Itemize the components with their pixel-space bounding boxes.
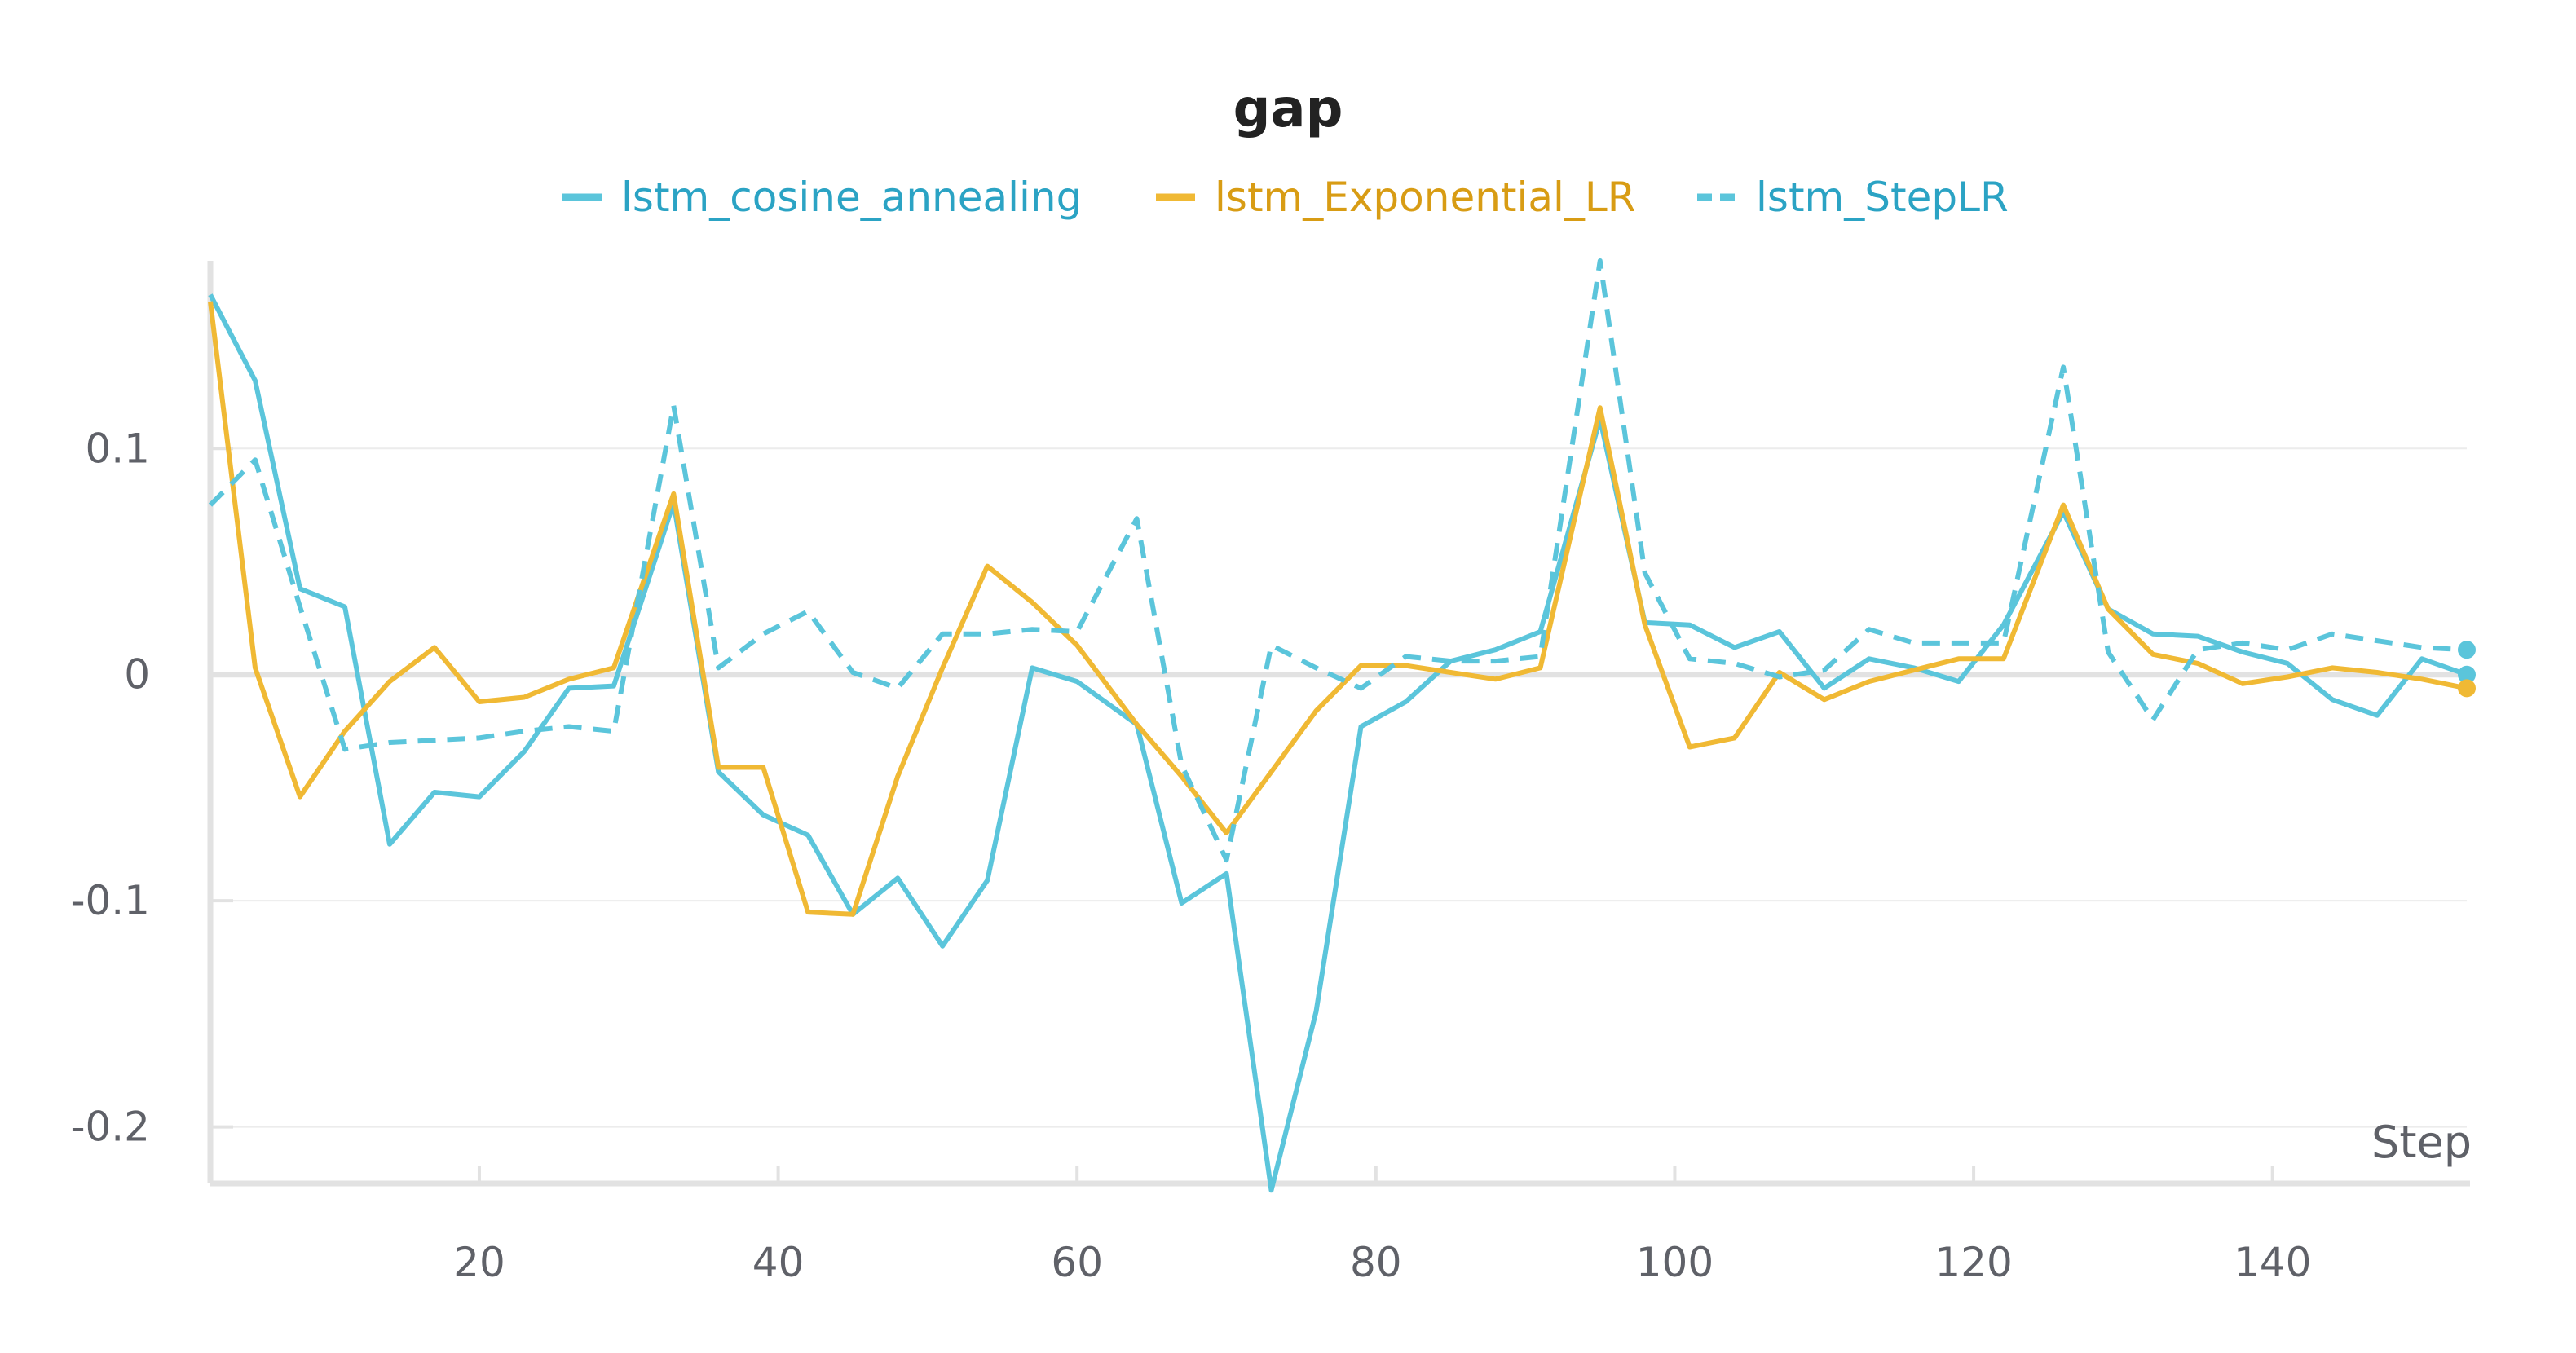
y-tick-label: -0.1 xyxy=(70,877,150,924)
series-end-marker xyxy=(2458,641,2476,659)
x-tick-label: 60 xyxy=(1051,1239,1103,1286)
legend-item[interactable]: lstm_Exponential_LR xyxy=(1156,174,1636,221)
series-layer xyxy=(208,258,2476,1193)
x-tick-label: 80 xyxy=(1350,1239,1402,1286)
x-axis-label: Step xyxy=(2371,1117,2472,1168)
legend-item[interactable]: lstm_StepLR xyxy=(1697,174,2009,221)
axes xyxy=(207,261,2470,1187)
x-tick-label: 140 xyxy=(2234,1239,2311,1286)
series-line-lstm_Exponential_LR xyxy=(208,301,2468,917)
grid xyxy=(210,447,2467,1128)
series-end-marker xyxy=(2458,679,2476,698)
x-tick-label: 40 xyxy=(752,1239,805,1286)
x-tick-label: 120 xyxy=(1934,1239,2012,1286)
y-tick-label: 0 xyxy=(124,651,150,699)
legend-label: lstm_cosine_annealing xyxy=(621,174,1082,221)
legend-item[interactable]: lstm_cosine_annealing xyxy=(562,174,1082,221)
legend-label: lstm_Exponential_LR xyxy=(1215,174,1636,221)
series-end-marker xyxy=(2458,665,2476,684)
y-tick-label: 0.1 xyxy=(85,425,150,472)
x-axis-ticks: 20 40 60 80 100 120 140 xyxy=(453,1166,2311,1286)
series-line-lstm_StepLR xyxy=(208,258,2468,863)
legend: lstm_cosine_annealing lstm_Exponential_LR… xyxy=(562,174,2009,221)
legend-label: lstm_StepLR xyxy=(1756,174,2009,221)
y-axis-ticks: 0.1 0 -0.1 -0.2 xyxy=(70,425,233,1151)
x-tick-label: 100 xyxy=(1636,1239,1714,1286)
chart-title: gap xyxy=(1233,79,1343,139)
series-line-lstm_cosine_annealing xyxy=(208,293,2468,1193)
y-tick-label: -0.2 xyxy=(70,1104,150,1151)
x-tick-label: 20 xyxy=(453,1239,505,1286)
